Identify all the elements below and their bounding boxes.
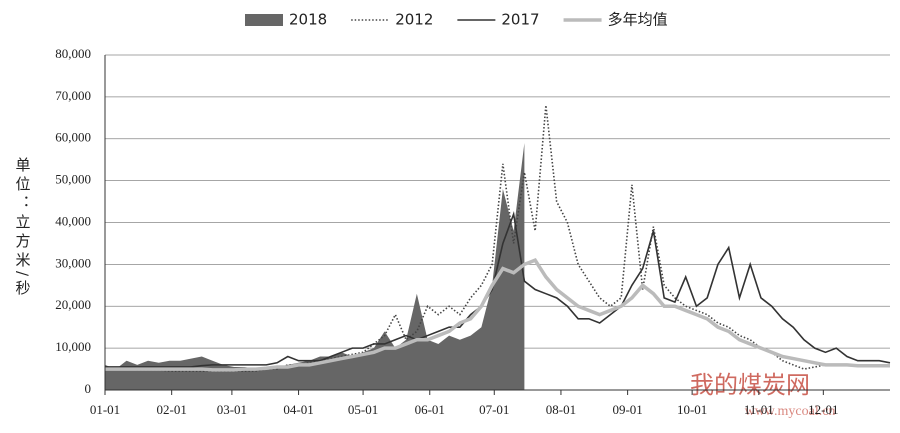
y-tick-label: 30,000	[55, 255, 91, 270]
x-tick-label: 02-01	[156, 402, 186, 417]
x-tick-label: 06-01	[415, 402, 445, 417]
legend-label: 2018	[289, 11, 327, 29]
x-tick-label: 01-01	[90, 402, 120, 417]
legend-label: 2017	[501, 11, 539, 29]
x-tick-label: 04-01	[283, 402, 313, 417]
x-tick-label: 07-01	[479, 402, 509, 417]
x-tick-label: 08-01	[546, 402, 576, 417]
y-tick-label: 10,000	[55, 339, 91, 354]
watermark-text: 我的煤炭网	[690, 371, 810, 399]
series-area	[105, 142, 525, 390]
legend-label: 2012	[395, 11, 433, 29]
series-solid	[105, 210, 891, 368]
plot-area	[105, 54, 891, 391]
x-tick-label: 12-01	[808, 402, 838, 417]
legend-label: 多年均值	[608, 11, 668, 29]
y-axis-label: 单位：立方米/秒	[14, 157, 32, 299]
series-thick	[105, 258, 890, 372]
x-tick-label: 09-01	[612, 402, 642, 417]
x-tick-label: 11-01	[744, 402, 774, 417]
y-tick-label: 50,000	[55, 172, 91, 187]
y-tick-label: 0	[85, 381, 92, 396]
legend-swatch	[245, 14, 283, 26]
x-tick-label: 03-01	[217, 402, 247, 417]
x-tick-label: 10-01	[677, 402, 707, 417]
y-tick-label: 70,000	[55, 88, 91, 103]
watermark-url: www.mycoal.cn	[745, 404, 836, 419]
y-tick-label: 20,000	[55, 297, 91, 312]
y-tick-label: 80,000	[55, 46, 91, 61]
x-tick-label: 05-01	[348, 402, 378, 417]
y-tick-label: 40,000	[55, 213, 91, 228]
y-tick-label: 60,000	[55, 130, 91, 145]
